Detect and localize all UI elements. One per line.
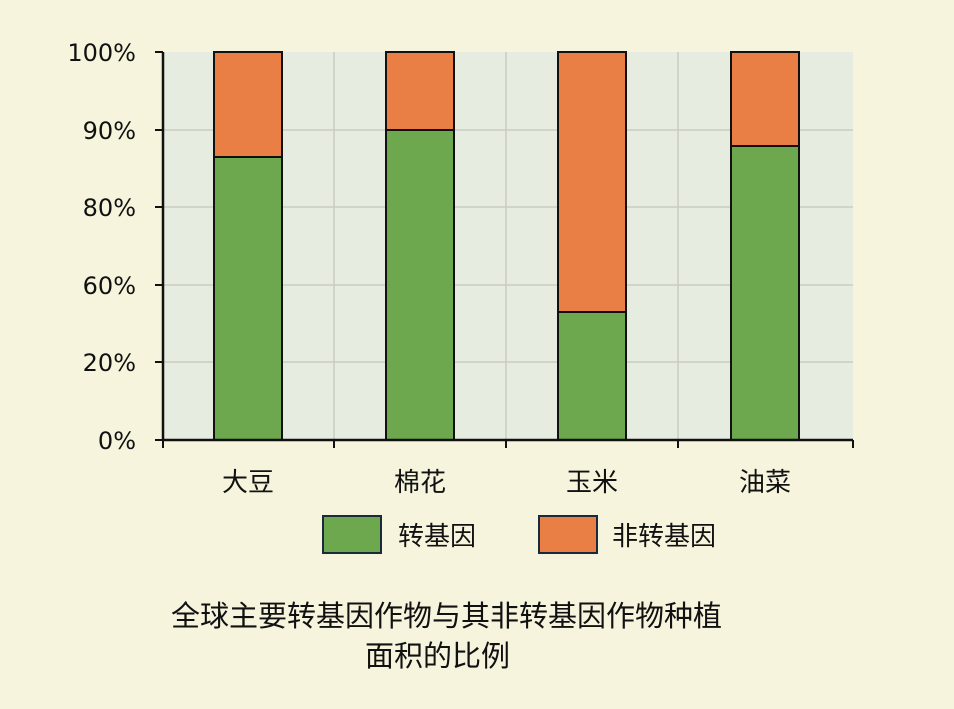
y-tick-label: 100% <box>67 39 136 67</box>
legend-swatch-transgenic <box>322 515 382 554</box>
legend-label-non-transgenic: 非转基因 <box>612 522 716 552</box>
bar-segment-transgenic <box>557 311 627 441</box>
y-tick-label: 0% <box>98 427 136 455</box>
y-tick-label: 60% <box>83 272 136 300</box>
bar-segment-non-transgenic <box>557 51 627 313</box>
category-label: 棉花 <box>394 468 446 498</box>
axes <box>155 51 854 448</box>
bar-segment-transgenic <box>213 156 283 441</box>
legend: 转基因 非转基因 <box>322 515 716 554</box>
bar-segment-non-transgenic <box>213 51 283 158</box>
bar-segment-non-transgenic <box>730 51 800 147</box>
bar-segment-non-transgenic <box>385 51 455 131</box>
bar-segment-transgenic <box>385 129 455 441</box>
category-label: 玉米 <box>566 468 618 498</box>
y-tick-label: 20% <box>83 349 136 377</box>
y-tick-label: 80% <box>83 194 136 222</box>
legend-label-transgenic: 转基因 <box>398 522 476 552</box>
category-label: 大豆 <box>222 468 274 498</box>
category-labels: 大豆 棉花 玉米 油菜 <box>222 468 791 498</box>
chart-title-line-2: 面积的比例 <box>365 639 511 673</box>
category-label: 油菜 <box>739 468 791 498</box>
chart-title-line-1: 全球主要转基因作物与其非转基因作物种植 <box>171 599 723 633</box>
bars <box>213 51 800 441</box>
y-tick-label: 90% <box>83 117 136 145</box>
bar-segment-transgenic <box>730 145 800 441</box>
y-tick-labels: 0% 20% 60% 80% 90% 100% <box>67 39 136 455</box>
legend-swatch-non-transgenic <box>538 515 598 554</box>
